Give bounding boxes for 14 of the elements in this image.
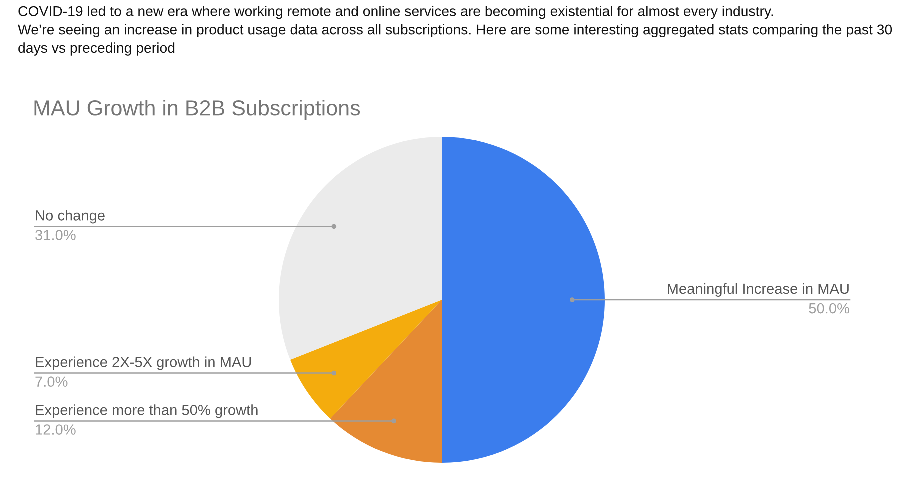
data-label: 7.0% — [36, 376, 68, 388]
pie-slice — [279, 137, 442, 360]
pie-slice — [290, 300, 442, 419]
text: COVID-19 led to a new era where working remote and online services are becoming existential for almost every industry. We’re seeing an increase in product usage data across all subscriptions. Here are some interesting aggregated stats comparing the past 30 days vs preceding period — [18, 6, 892, 56]
chart-title: MAU Growth in B2B Subscriptions — [34, 100, 360, 120]
data-label: 12.0% — [36, 424, 76, 435]
data-label: 31.0% — [36, 230, 76, 240]
pie-slice — [330, 300, 442, 463]
slice-label: Meaningful Increase in MAU — [668, 283, 849, 297]
pie-slice — [442, 137, 605, 463]
slice-label: Experience more than 50% growth — [36, 404, 258, 418]
slice-label: Experience 2X-5X growth in MAU — [36, 356, 252, 370]
data-label: 50.0% — [809, 303, 850, 314]
slice-label: No change — [36, 210, 105, 224]
